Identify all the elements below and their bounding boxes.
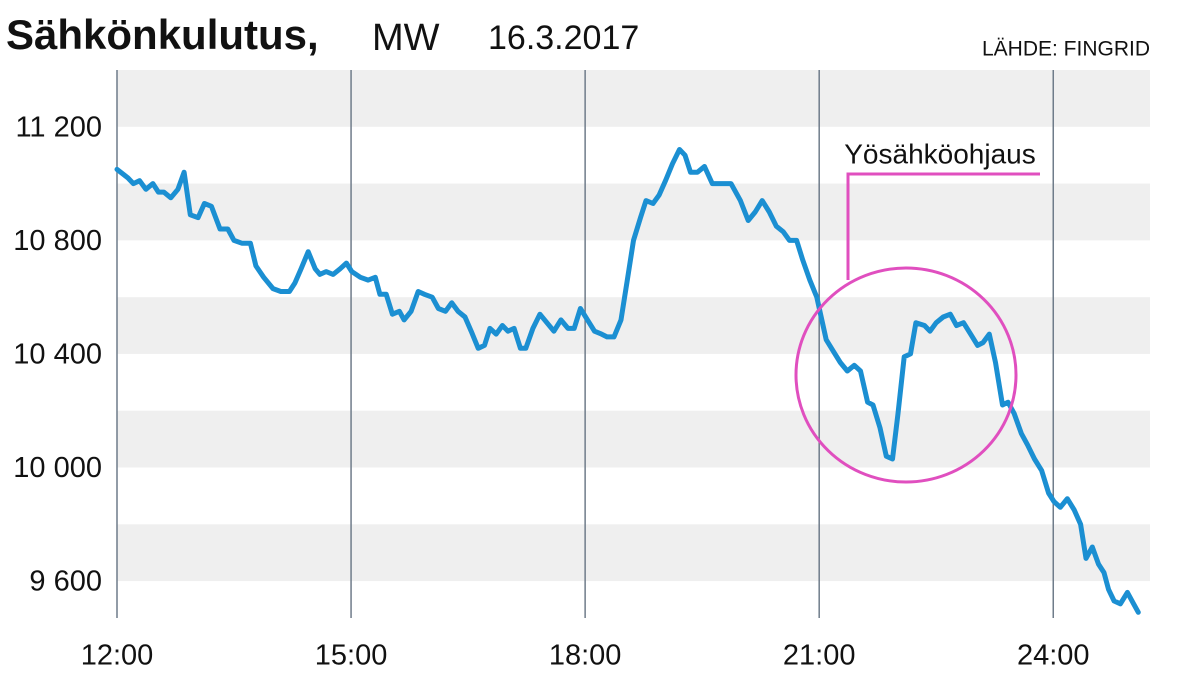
annotation: Yösähköohjaus <box>844 138 1035 169</box>
chart-title: Sähkönkulutus, <box>6 11 319 58</box>
line <box>114 147 1141 615</box>
bands <box>117 70 1150 582</box>
band <box>117 183 1150 241</box>
y-tick-label: 10 400 <box>13 339 102 371</box>
highlight-circle <box>794 266 1018 484</box>
y-tick-label: 9 600 <box>29 566 102 598</box>
grid <box>116 70 1055 618</box>
x-tick-label: 18:00 <box>549 640 622 672</box>
y-tick-label: 11 200 <box>15 111 102 143</box>
band <box>117 410 1150 468</box>
x-tick-label: 12:00 <box>81 640 154 672</box>
band <box>117 70 1150 127</box>
band <box>117 297 1150 354</box>
y-tick-label: 10 000 <box>13 452 102 484</box>
callout-line <box>846 172 1040 280</box>
unit: MW <box>372 17 440 59</box>
date: 16.3.2017 <box>488 19 639 57</box>
x-tick-label: 24:00 <box>1017 640 1090 672</box>
x-tick-label: 21:00 <box>783 640 856 672</box>
band <box>117 524 1150 582</box>
y-tick-label: 10 800 <box>13 225 102 257</box>
source: LÄHDE: FINGRID <box>982 38 1150 61</box>
x-tick-label: 15:00 <box>315 640 388 672</box>
marks <box>114 147 1141 615</box>
